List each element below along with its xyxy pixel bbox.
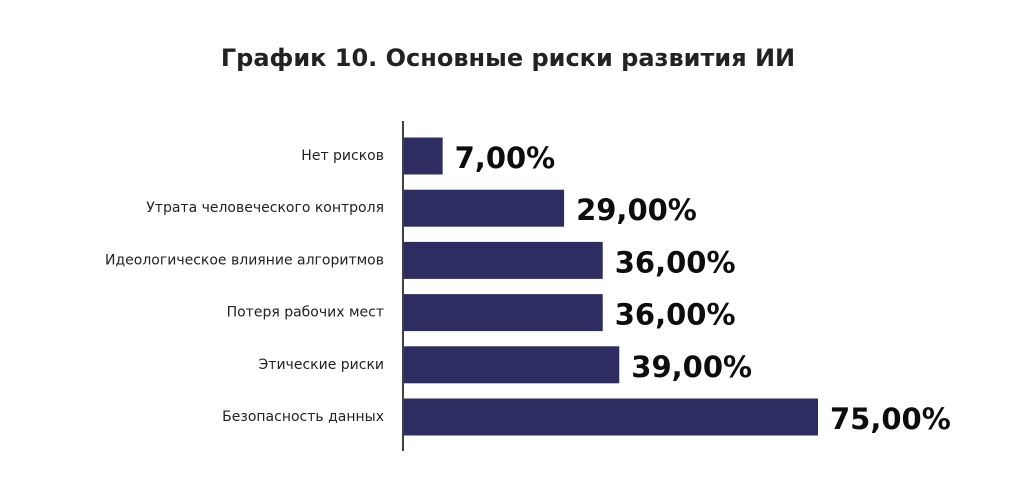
chart-title: График 10. Основные риски развития ИИ bbox=[220, 44, 796, 72]
bar bbox=[404, 189, 565, 227]
category-label: Потеря рабочих мест bbox=[227, 305, 384, 321]
data-label: 36,00% bbox=[615, 245, 736, 279]
category-label: Безопасность данных bbox=[222, 409, 384, 425]
category-label: Нет рисков bbox=[301, 148, 384, 164]
bar bbox=[404, 346, 620, 384]
category-label: Утрата человеческого контроля bbox=[146, 200, 384, 216]
data-label: 39,00% bbox=[631, 350, 752, 384]
data-label: 7,00% bbox=[455, 141, 556, 175]
data-label: 36,00% bbox=[615, 298, 736, 332]
data-label: 29,00% bbox=[576, 193, 697, 227]
bar bbox=[404, 398, 818, 436]
bar bbox=[404, 241, 603, 279]
bar bbox=[404, 137, 443, 175]
bar bbox=[404, 294, 603, 332]
data-label: 75,00% bbox=[830, 402, 951, 436]
category-label: Идеологическое влияние алгоритмов bbox=[105, 252, 384, 268]
category-label: Этические риски bbox=[259, 357, 384, 373]
